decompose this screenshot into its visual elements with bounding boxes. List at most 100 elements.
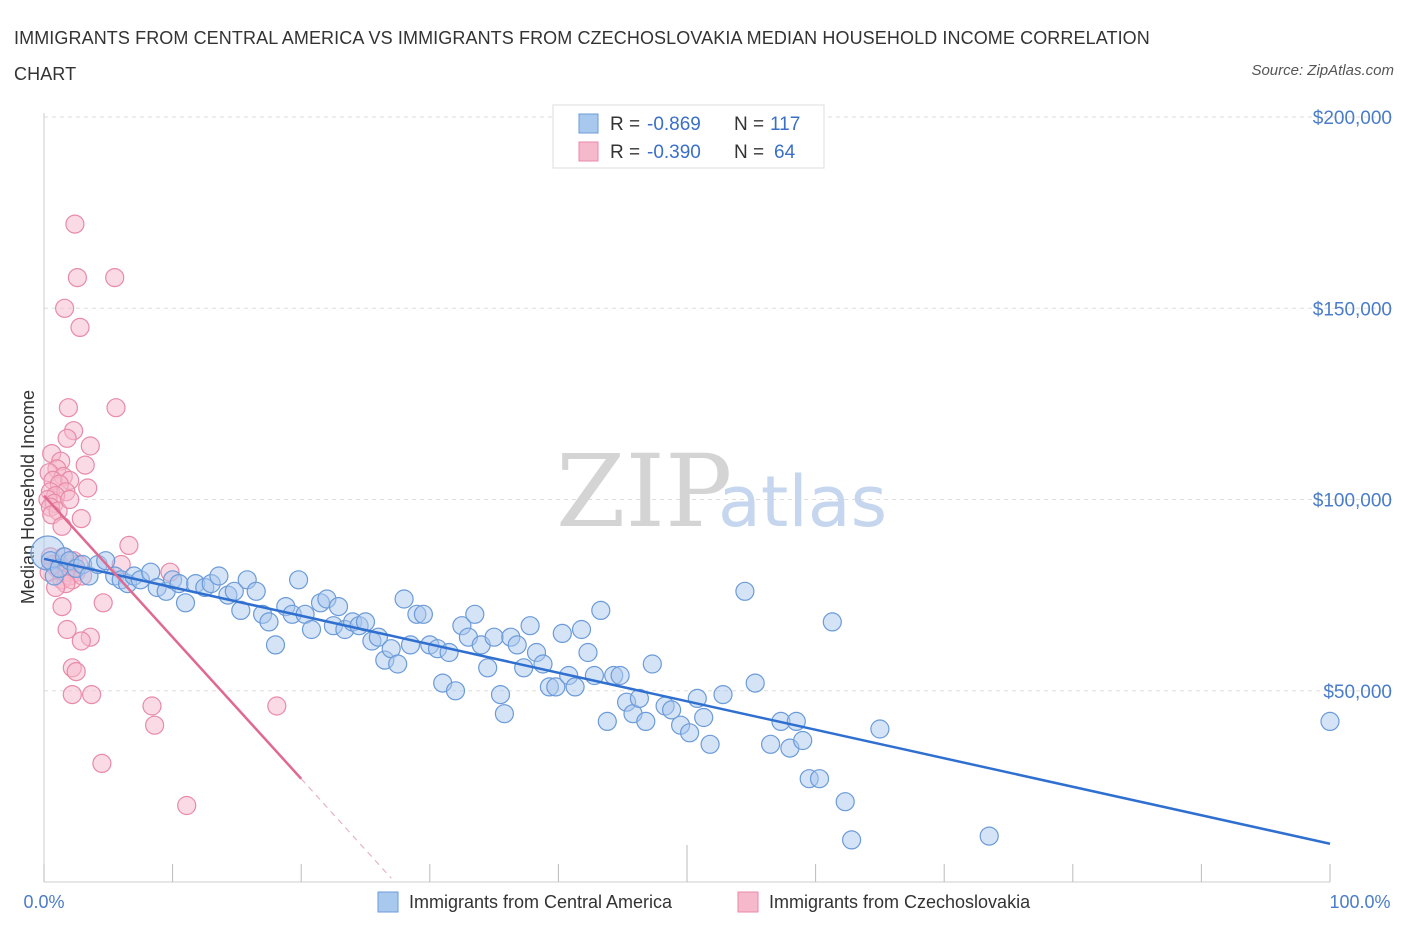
czechoslovakia-point [70,317,90,337]
x-ticks [43,845,1331,882]
czechoslovakia-point [145,715,165,735]
czechoslovakia-point [105,268,125,288]
central-america-point [507,635,527,655]
legend-swatch-central-america [578,113,599,134]
central-america-point [514,658,534,678]
central-america-point [96,551,116,571]
legend-n-label-1: N = [734,114,764,135]
central-america-point [289,570,309,590]
czechoslovakia-point [75,455,95,475]
trendline-czechoslovakia-extension [300,778,392,879]
central-america-point [175,593,196,613]
central-america-point [484,627,504,647]
central-america-point [735,581,755,601]
central-america-point [578,642,598,663]
y-tick-label: $100,000 [1313,491,1392,512]
y-tick-label: $50,000 [1323,682,1392,703]
central-america-point [597,711,617,732]
czechoslovakia-point [60,489,80,510]
czechoslovakia-point [80,436,100,456]
czechoslovakia-point [81,684,102,705]
central-america-point [694,707,714,728]
central-america-point [835,792,855,812]
central-america-point [413,604,433,624]
czechoslovakia-point [65,214,85,234]
czechoslovakia-point [267,696,287,716]
central-america-point [301,619,322,640]
legend-n-value-2: 64 [774,142,796,163]
central-america-point [713,684,733,705]
czechoslovakia-point [57,428,77,448]
series-czechoslovakia-points [38,214,287,816]
central-america-point [979,826,999,846]
watermark-zip: ZIP [556,433,732,550]
bottom-legend-label-czechoslovakia: Immigrants from Czechoslovakia [769,892,1031,912]
central-america-point [259,612,279,632]
central-america-point [822,612,842,632]
central-america-point [478,658,498,678]
y-tick-label: $200,000 [1313,108,1392,129]
legend: R = -0.869 N = 117 R = -0.390 N = 64 [552,104,825,169]
central-america-point [679,723,700,743]
central-america-point [445,681,466,701]
czechoslovakia-point [106,398,126,418]
central-america-point [636,711,656,732]
central-america-point [520,616,540,636]
x-tick-label-max: 100.0% [1329,892,1390,912]
central-america-point [610,665,630,686]
czechoslovakia-point [62,684,82,705]
legend-r-value-2: -0.390 [647,142,701,163]
watermark: ZIP atlas [556,433,887,550]
trendline-central-america [43,557,1331,845]
legend-swatch-czechoslovakia [578,141,599,162]
legend-r-value-1: -0.869 [647,114,701,135]
central-america-point [841,830,862,850]
central-america-point [760,734,781,754]
legend-n-label-2: N = [734,142,764,163]
central-america-point [494,704,514,724]
bottom-legend-label-central-america: Immigrants from Central America [409,892,673,912]
czechoslovakia-point [58,398,79,418]
czechoslovakia-point [52,596,72,617]
czechoslovakia-point [66,661,86,682]
central-america-point [209,566,229,586]
central-america-point [565,677,585,697]
central-america-point [465,604,485,624]
trendline-czechoslovakia [43,494,303,780]
central-america-point [265,635,286,655]
y-tick-label: $150,000 [1313,299,1392,320]
czechoslovakia-point [119,535,139,556]
legend-n-value-1: 117 [770,114,800,135]
czechoslovakia-point [93,593,113,613]
central-america-point [490,684,511,705]
czechoslovakia-point [177,795,197,816]
czechoslovakia-point [92,753,112,774]
central-america-point [546,677,566,697]
central-america-point [1320,711,1340,732]
trendlines [43,494,1331,879]
legend-r-label-1: R = [610,114,640,135]
central-america-point [571,619,592,640]
central-america-point [793,730,813,751]
czechoslovakia-point [78,478,98,498]
central-america-point [388,654,408,674]
central-america-point [552,623,572,644]
czechoslovakia-point [57,619,77,640]
source-label: Source: ZipAtlas.com [1251,62,1394,79]
czechoslovakia-point [54,298,75,318]
series-central-america-points [30,535,1340,850]
central-america-point [394,589,414,609]
central-america-point [700,734,720,754]
czechoslovakia-point [52,516,72,536]
central-america-point [591,600,611,621]
central-america-point [328,596,349,617]
czechoslovakia-point [142,696,162,716]
central-america-point [246,581,266,601]
bottom-legend-swatch-central-america [377,891,399,913]
czechoslovakia-point [71,631,91,651]
central-america-point [809,769,830,789]
y-axis-title: Median Household Income [18,390,38,604]
central-america-point [629,688,650,709]
bottom-legend: Immigrants from Central America Immigran… [377,891,1031,913]
